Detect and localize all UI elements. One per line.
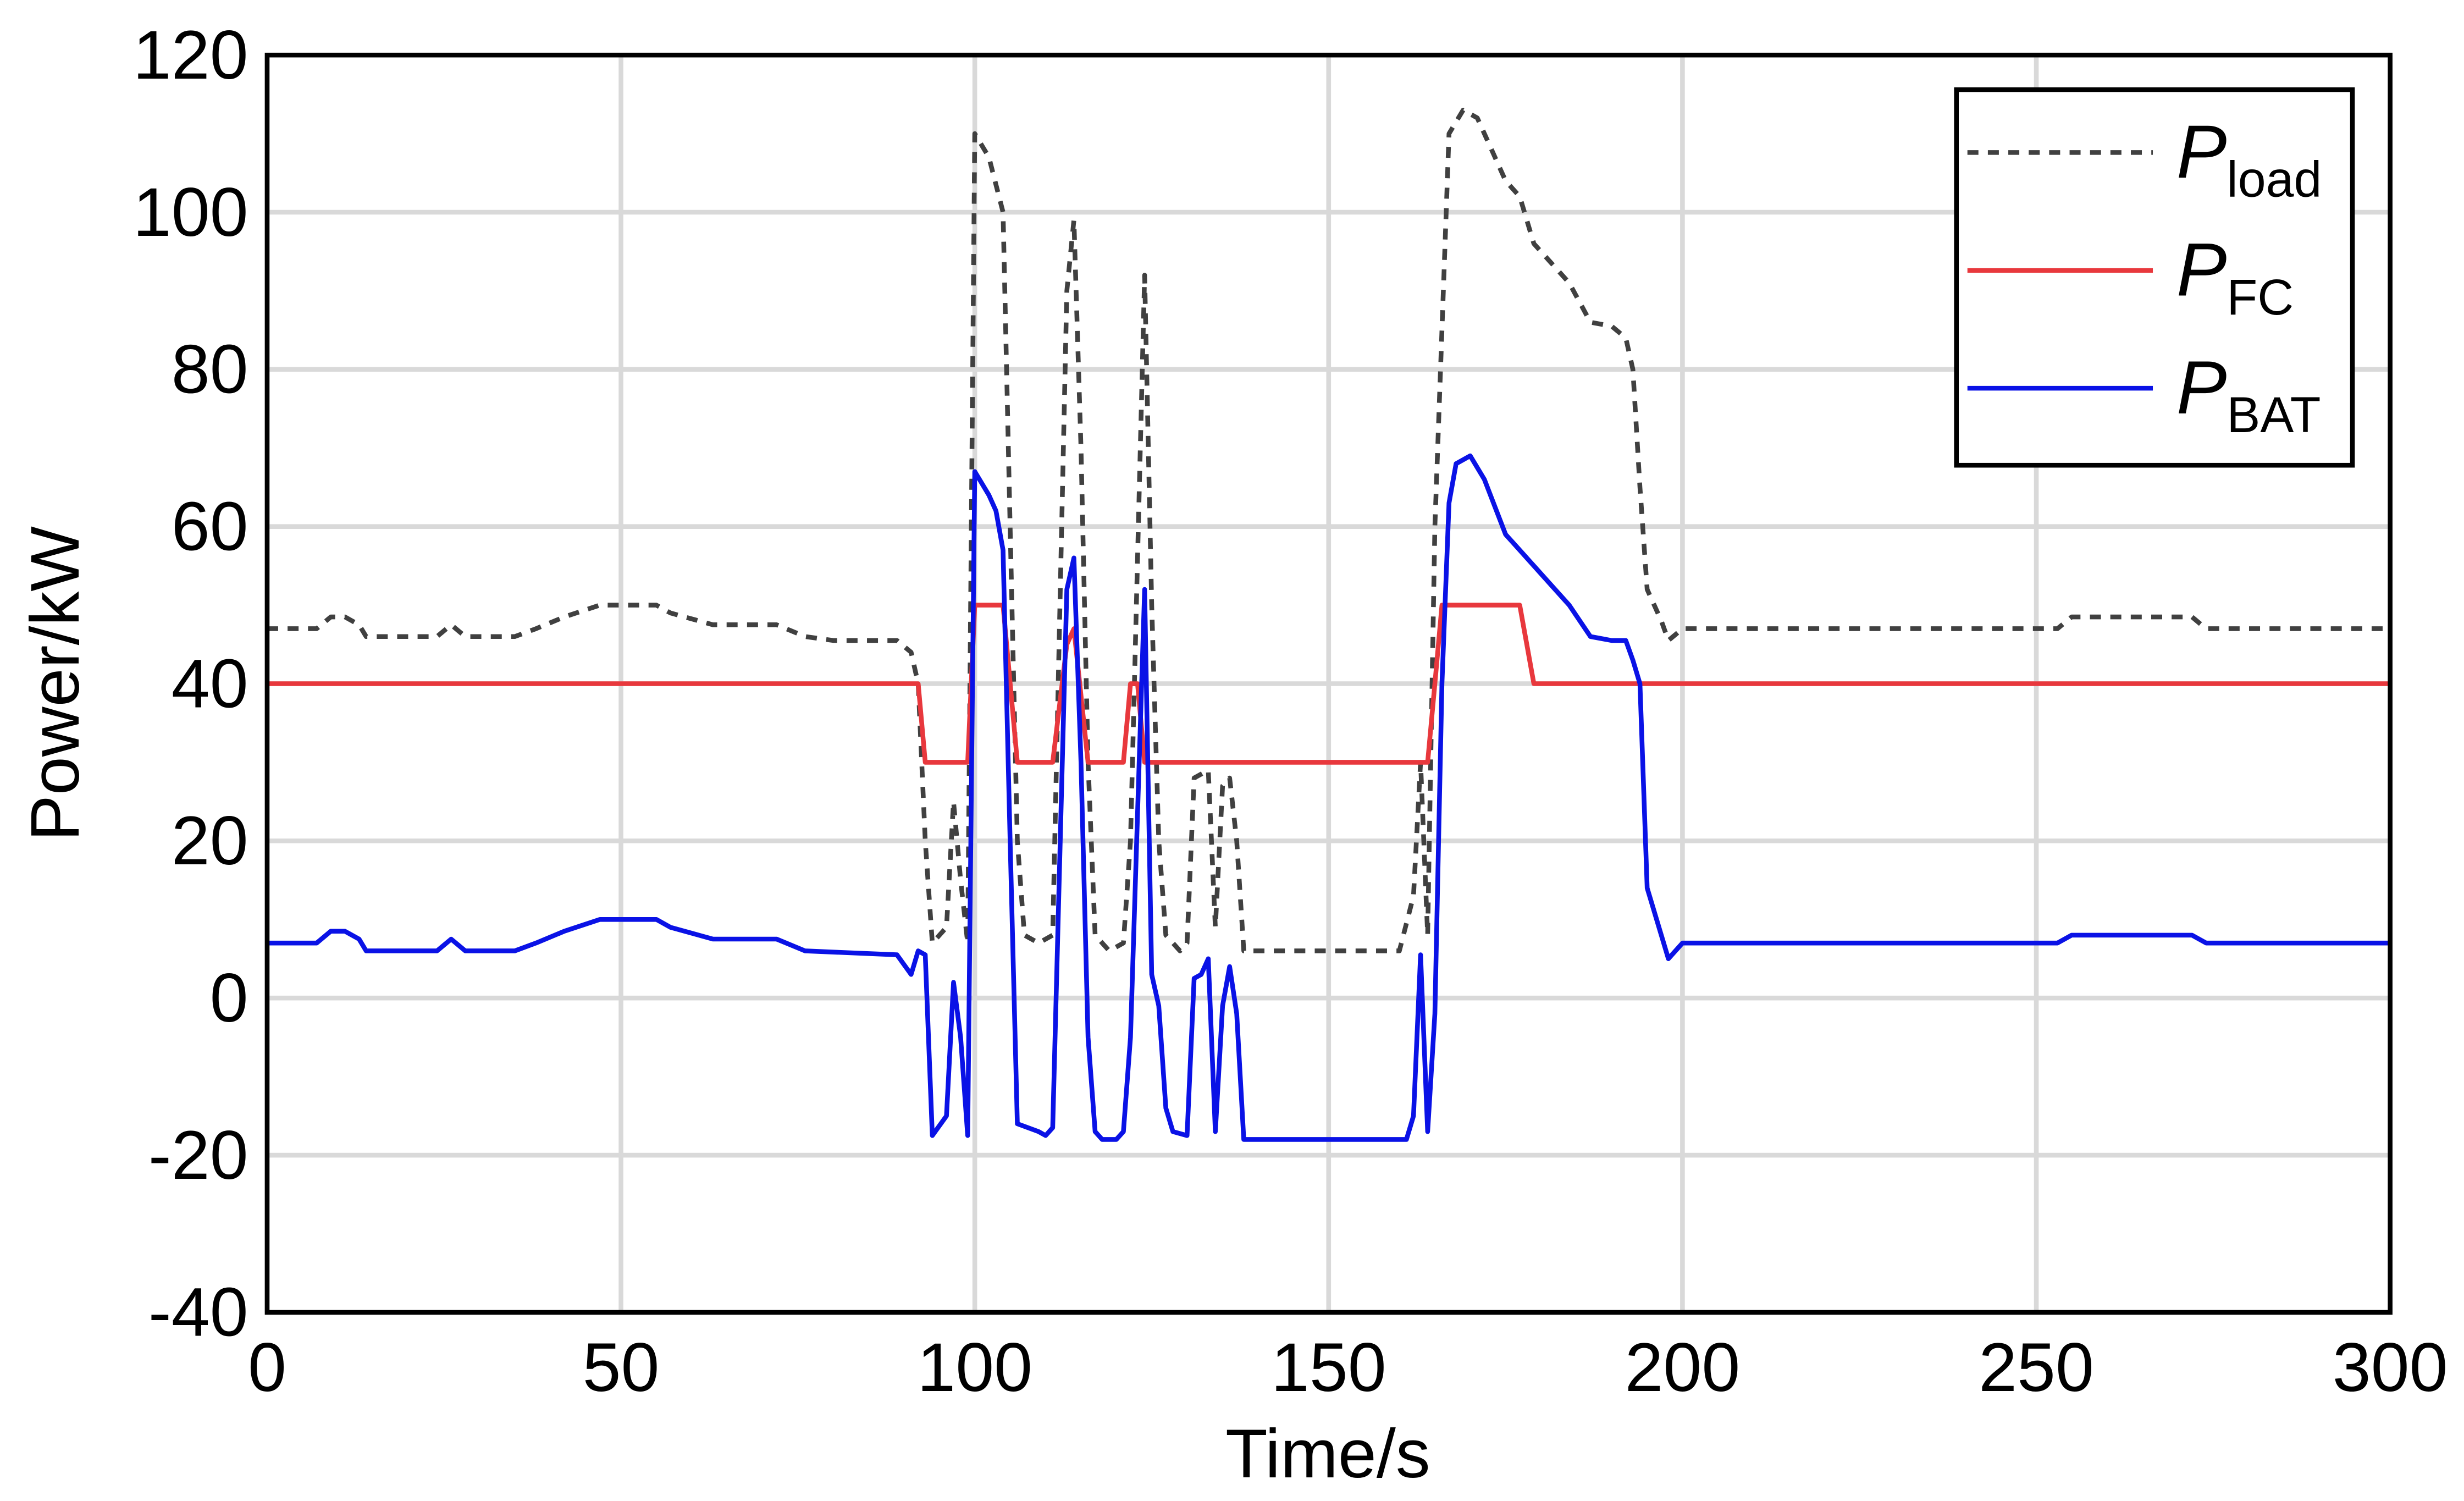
legend-subscript: FC [2227, 269, 2294, 325]
legend-label: PBAT [2176, 346, 2321, 443]
x-tick-label: 50 [583, 1328, 660, 1406]
legend-subscript: load [2227, 151, 2322, 207]
legend-label: PFC [2176, 228, 2294, 325]
x-axis-label: Time/s [1225, 1415, 1430, 1492]
y-tick-label: 0 [210, 959, 248, 1036]
legend-symbol: P [2176, 110, 2227, 194]
x-tick-label: 100 [917, 1328, 1032, 1406]
y-tick-label: 120 [133, 16, 248, 93]
series-line [267, 453, 2390, 1142]
legend-box [1954, 87, 2355, 468]
plot-frame [264, 52, 2393, 1315]
y-tick-label: -40 [148, 1273, 248, 1351]
x-tick-label: 200 [1625, 1328, 1740, 1406]
legend-symbol: P [2176, 346, 2227, 430]
x-tick-label: 150 [1271, 1328, 1386, 1406]
series-line [267, 107, 2390, 953]
legend-symbol: P [2176, 228, 2227, 312]
legend-label: Pload [2176, 110, 2322, 207]
y-tick-label: 20 [172, 802, 248, 879]
y-tick-label: -20 [148, 1116, 248, 1194]
y-tick-label: 100 [133, 173, 248, 251]
legend-subscript: BAT [2227, 387, 2321, 443]
y-tick-label: 40 [172, 644, 248, 722]
y-tick-label: 80 [172, 330, 248, 408]
x-tick-label: 300 [2333, 1328, 2448, 1406]
x-tick-label: 0 [248, 1328, 286, 1406]
y-axis-label: Power/kW [16, 526, 93, 841]
x-tick-label: 250 [1979, 1328, 2094, 1406]
y-tick-label: 60 [172, 488, 248, 565]
